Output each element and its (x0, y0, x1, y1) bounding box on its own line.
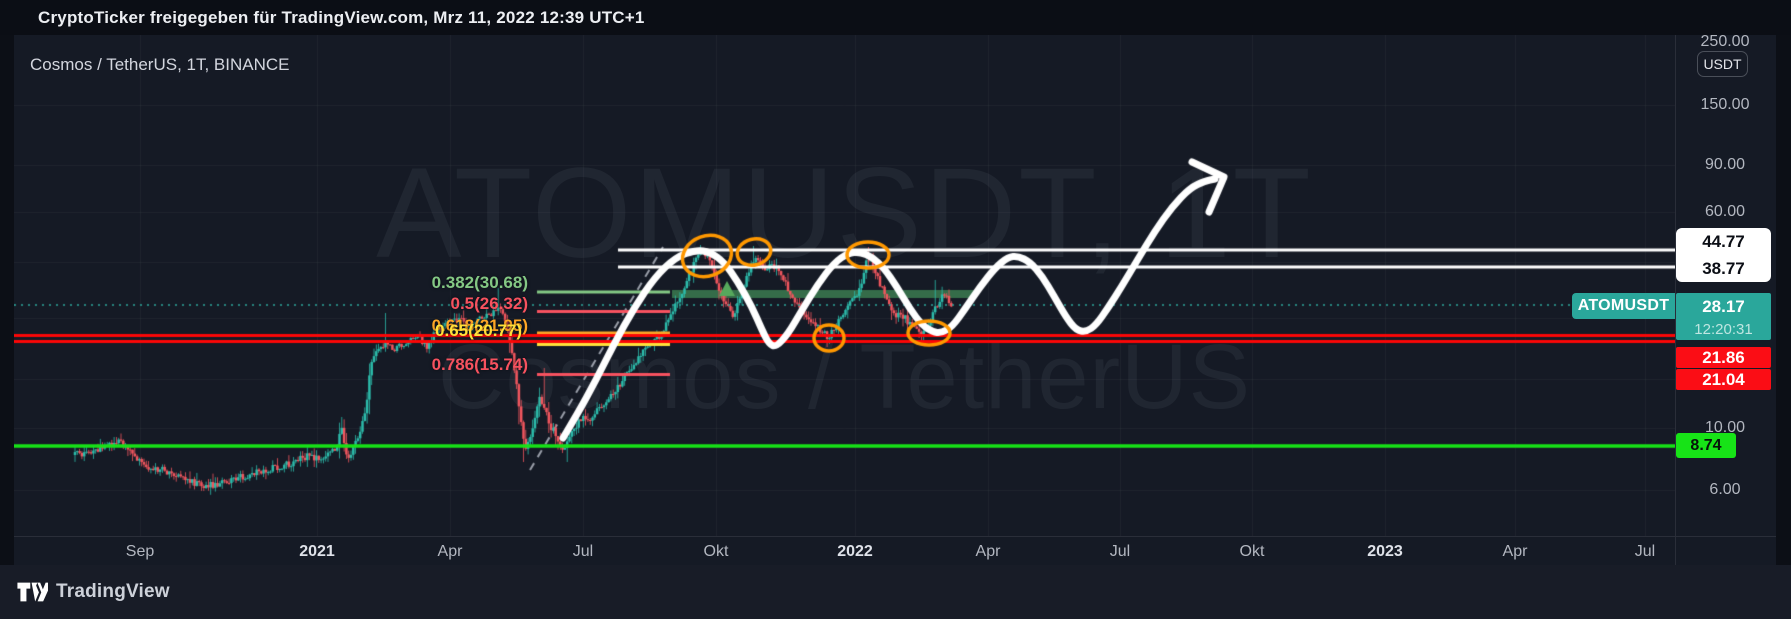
time-axis-divider (14, 536, 1776, 537)
price-tick: 250.00 (1700, 33, 1750, 50)
resistance-price-labels: 44.77 38.77 (1676, 228, 1771, 282)
time-tick: Jul (1634, 543, 1656, 560)
fib-level-label: 0.786(15.74) (431, 355, 528, 374)
fib-level-label: 0.65(20.77) (435, 321, 522, 340)
header-text: CryptoTicker freigegeben für TradingView… (38, 7, 645, 27)
footer-bar: TradingView (0, 565, 1791, 619)
time-tick: 2023 (1367, 543, 1403, 560)
price-chart-canvas[interactable] (14, 35, 1675, 536)
resistance-lower-label: 38.77 (1702, 258, 1745, 278)
tradingview-logo-icon[interactable] (16, 580, 48, 604)
price-axis-divider (1675, 35, 1676, 565)
fib-level-label: 0.5(26.32) (450, 294, 529, 313)
time-tick: Okt (703, 543, 729, 560)
time-tick: Apr (975, 543, 1001, 560)
bar-countdown: 12:20:31 (1694, 321, 1753, 338)
price-tick: 10.00 (1704, 419, 1746, 436)
fib-level-label: 0.618(21.95) (431, 316, 528, 335)
support-red-upper-label: 21.86 (1676, 347, 1771, 368)
header-bar: CryptoTicker freigegeben für TradingView… (0, 0, 1791, 35)
time-tick: Okt (1239, 543, 1265, 560)
time-tick: Jul (572, 543, 594, 560)
price-tick: 90.00 (1704, 156, 1746, 173)
price-tick: 150.00 (1700, 96, 1750, 113)
resistance-upper-label: 44.77 (1702, 231, 1745, 251)
currency-unit-button[interactable]: USDT (1697, 51, 1748, 77)
chart-panel[interactable]: ATOMUSDT, 1T Cosmos / TetherUS Cosmos / … (14, 33, 1776, 565)
time-tick: 2021 (299, 543, 335, 560)
time-tick: Apr (437, 543, 463, 560)
tradingview-brand-text[interactable]: TradingView (56, 581, 170, 602)
price-tick: 6.00 (1709, 481, 1741, 498)
support-red-lower-label: 21.04 (1676, 369, 1771, 390)
time-tick: Apr (1502, 543, 1528, 560)
time-tick: 2022 (837, 543, 873, 560)
last-price-value: 28.17 (1702, 297, 1745, 316)
symbol-legend[interactable]: Cosmos / TetherUS, 1T, BINANCE (30, 55, 290, 74)
support-green-label: 8.74 (1676, 433, 1736, 458)
price-tick: 60.00 (1704, 203, 1746, 220)
last-price-badge: 28.17 12:20:31 (1676, 293, 1771, 340)
time-tick: Sep (125, 543, 155, 560)
symbol-axis-badge: ATOMUSDT (1572, 293, 1675, 319)
fib-level-label: 0.382(30.68) (431, 273, 528, 292)
time-tick: Jul (1109, 543, 1131, 560)
